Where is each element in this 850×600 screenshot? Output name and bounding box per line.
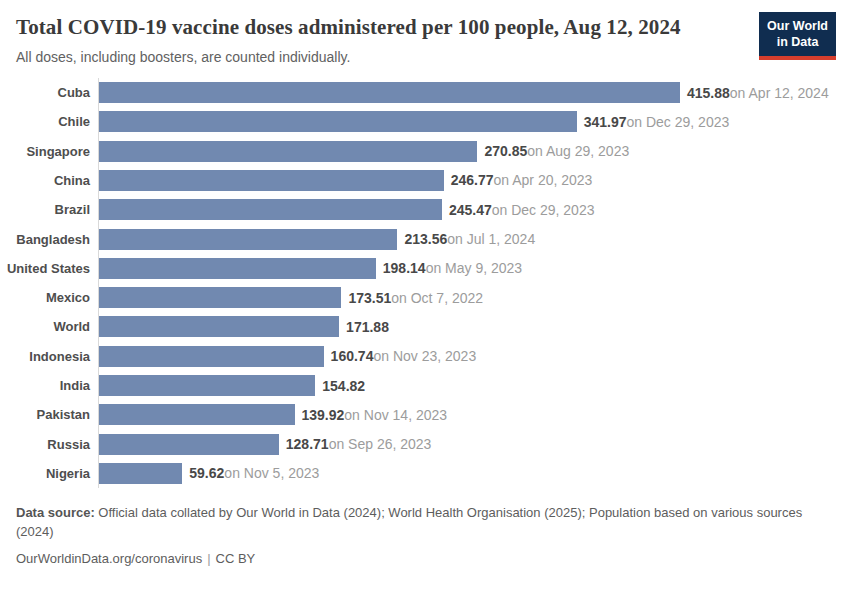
bar[interactable] (99, 111, 577, 132)
chart-row: Indonesia160.74on Nov 23, 2023 (16, 342, 834, 371)
owid-logo-line1: Our World (767, 18, 828, 34)
bar-plot-area: 160.74on Nov 23, 2023 (98, 342, 834, 371)
bar-value: 171.88 (346, 319, 389, 335)
bar[interactable] (99, 82, 680, 103)
bar[interactable] (99, 375, 315, 396)
bar-date: on Aug 29, 2023 (527, 143, 629, 159)
bar-value: 139.92 (302, 407, 345, 423)
data-source-label: Data source: (16, 505, 95, 520)
chart-row: United States198.14on May 9, 2023 (16, 254, 834, 283)
bar[interactable] (99, 287, 341, 308)
bar-category-label: Brazil (16, 195, 98, 224)
bar-plot-area: 59.62on Nov 5, 2023 (98, 459, 834, 488)
chart-rows: Cuba415.88on Apr 12, 2024Chile341.97on D… (16, 78, 834, 488)
bar-value: 128.71 (286, 436, 329, 452)
bar-plot-area: 341.97on Dec 29, 2023 (98, 107, 834, 136)
bar[interactable] (99, 463, 182, 484)
bar-category-label: Singapore (16, 137, 98, 166)
bar[interactable] (99, 434, 279, 455)
bar-value: 59.62 (189, 465, 224, 481)
bar-value: 415.88 (687, 85, 730, 101)
bar[interactable] (99, 258, 376, 279)
bar-date: on Nov 14, 2023 (344, 407, 447, 423)
data-source-line: Data source: Official data collated by O… (16, 504, 834, 542)
bar-category-label: China (16, 166, 98, 195)
bar-plot-area: 246.77on Apr 20, 2023 (98, 166, 834, 195)
chart-page: Our World in Data Total COVID-19 vaccine… (0, 0, 850, 569)
bar-value: 198.14 (383, 260, 426, 276)
bar-date: on Dec 29, 2023 (627, 114, 730, 130)
bar-plot-area: 128.71on Sep 26, 2023 (98, 429, 834, 458)
bar-category-label: Pakistan (16, 400, 98, 429)
bar-category-label: Chile (16, 107, 98, 136)
chart-row: Singapore270.85on Aug 29, 2023 (16, 137, 834, 166)
bar-plot-area: 173.51on Oct 7, 2022 (98, 283, 834, 312)
chart-row: Bangladesh213.56on Jul 1, 2024 (16, 224, 834, 253)
chart-row: China246.77on Apr 20, 2023 (16, 166, 834, 195)
bar-plot-area: 415.88on Apr 12, 2024 (98, 78, 834, 107)
bar-date: on Sep 26, 2023 (329, 436, 432, 452)
bar[interactable] (99, 170, 444, 191)
bar-value: 245.47 (449, 202, 492, 218)
bar-date: on Apr 12, 2024 (730, 85, 829, 101)
bar-date: on Nov 23, 2023 (373, 348, 476, 364)
bar-value: 160.74 (331, 348, 374, 364)
bar-value: 213.56 (404, 231, 447, 247)
bar-plot-area: 213.56on Jul 1, 2024 (98, 224, 834, 253)
bar-category-label: United States (16, 254, 98, 283)
footer-links: OurWorldinData.org/coronavirus | CC BY (16, 550, 834, 569)
bar[interactable] (99, 346, 324, 367)
chart-row: Pakistan139.92on Nov 14, 2023 (16, 400, 834, 429)
bar-plot-area: 154.82 (98, 371, 834, 400)
chart-row: Brazil245.47on Dec 29, 2023 (16, 195, 834, 224)
bar[interactable] (99, 199, 442, 220)
bar-value: 246.77 (451, 172, 494, 188)
bar-plot-area: 245.47on Dec 29, 2023 (98, 195, 834, 224)
chart-subtitle: All doses, including boosters, are count… (16, 49, 834, 65)
bar-plot-area: 171.88 (98, 312, 834, 341)
bar[interactable] (99, 404, 295, 425)
bar-plot-area: 270.85on Aug 29, 2023 (98, 137, 834, 166)
chart-row: Chile341.97on Dec 29, 2023 (16, 107, 834, 136)
license-label: CC BY (216, 551, 256, 566)
bar-category-label: Bangladesh (16, 224, 98, 253)
bar-value: 341.97 (584, 114, 627, 130)
bar-date: on May 9, 2023 (426, 260, 523, 276)
bar-date: on Jul 1, 2024 (447, 231, 535, 247)
bar-category-label: Russia (16, 429, 98, 458)
footer: Data source: Official data collated by O… (16, 504, 834, 569)
owid-url-link[interactable]: OurWorldinData.org/coronavirus (16, 551, 202, 566)
bar-chart: Cuba415.88on Apr 12, 2024Chile341.97on D… (16, 78, 834, 488)
chart-row: World 171.88 (16, 312, 834, 341)
bar-category-label: India (16, 371, 98, 400)
chart-row: Mexico173.51on Oct 7, 2022 (16, 283, 834, 312)
bar-value: 270.85 (484, 143, 527, 159)
footer-separator: | (207, 551, 210, 566)
bar-date: on Oct 7, 2022 (391, 290, 483, 306)
bar-date: on Apr 20, 2023 (494, 172, 593, 188)
bar-category-label: Nigeria (16, 459, 98, 488)
bar[interactable] (99, 316, 339, 337)
bar[interactable] (99, 229, 397, 250)
bar-date: on Dec 29, 2023 (492, 202, 595, 218)
data-source-text: Official data collated by Our World in D… (16, 505, 802, 539)
bar-category-label: World (16, 312, 98, 341)
chart-title: Total COVID-19 vaccine doses administere… (16, 14, 728, 42)
bar-category-label: Indonesia (16, 342, 98, 371)
bar-plot-area: 198.14on May 9, 2023 (98, 254, 834, 283)
bar-value: 154.82 (322, 378, 365, 394)
chart-row: Russia128.71on Sep 26, 2023 (16, 429, 834, 458)
bar-date: on Nov 5, 2023 (224, 465, 319, 481)
owid-logo[interactable]: Our World in Data (759, 12, 836, 60)
chart-row: Cuba415.88on Apr 12, 2024 (16, 78, 834, 107)
bar-category-label: Cuba (16, 78, 98, 107)
chart-row: India 154.82 (16, 371, 834, 400)
bar-plot-area: 139.92on Nov 14, 2023 (98, 400, 834, 429)
bar[interactable] (99, 141, 477, 162)
bar-value: 173.51 (348, 290, 391, 306)
chart-row: Nigeria59.62on Nov 5, 2023 (16, 459, 834, 488)
bar-category-label: Mexico (16, 283, 98, 312)
owid-logo-line2: in Data (767, 34, 828, 50)
